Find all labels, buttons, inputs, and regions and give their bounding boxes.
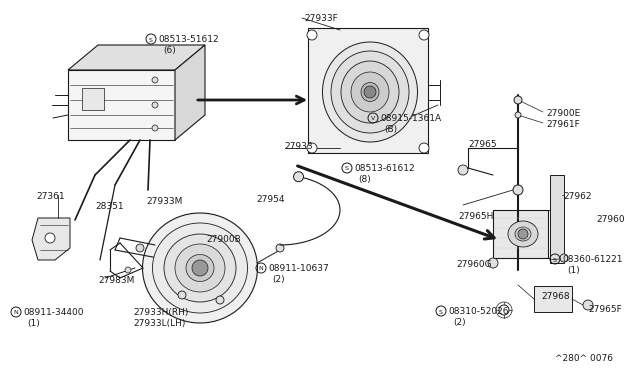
Ellipse shape <box>508 221 538 247</box>
Circle shape <box>125 267 131 273</box>
Text: N: N <box>13 311 19 315</box>
Text: 27960G: 27960G <box>456 260 492 269</box>
Circle shape <box>499 305 509 315</box>
Text: 27933M: 27933M <box>146 197 182 206</box>
Text: 08513-51612: 08513-51612 <box>158 35 219 44</box>
Circle shape <box>515 112 521 118</box>
Circle shape <box>152 77 158 83</box>
Text: (1): (1) <box>567 266 580 275</box>
Circle shape <box>513 185 523 195</box>
Text: S: S <box>553 257 557 263</box>
Text: (B): (B) <box>384 125 397 134</box>
Text: 08513-61612: 08513-61612 <box>354 164 415 173</box>
Text: V: V <box>371 116 375 122</box>
Text: S: S <box>149 38 153 42</box>
Text: 08915-1361A: 08915-1361A <box>380 114 441 123</box>
Bar <box>308 28 428 153</box>
Circle shape <box>276 244 284 252</box>
Ellipse shape <box>351 72 389 112</box>
Ellipse shape <box>515 227 531 241</box>
Text: (6): (6) <box>163 46 176 55</box>
Circle shape <box>152 125 158 131</box>
Ellipse shape <box>341 61 399 123</box>
Ellipse shape <box>323 42 417 142</box>
Text: 27933L(LH): 27933L(LH) <box>133 319 186 328</box>
Circle shape <box>192 260 208 276</box>
Text: 27933H(RH): 27933H(RH) <box>133 308 188 317</box>
Text: S: S <box>345 167 349 171</box>
Ellipse shape <box>152 223 248 313</box>
Circle shape <box>136 244 144 252</box>
Text: 27965H: 27965H <box>458 212 493 221</box>
Text: (8): (8) <box>358 175 371 184</box>
Circle shape <box>419 30 429 40</box>
Ellipse shape <box>361 83 379 102</box>
Text: 27960: 27960 <box>596 215 625 224</box>
Ellipse shape <box>143 213 257 323</box>
Text: S: S <box>439 310 443 314</box>
Text: 08310-52026: 08310-52026 <box>448 307 509 316</box>
Text: N: N <box>259 266 264 272</box>
Text: 27965F: 27965F <box>588 305 621 314</box>
Text: (1): (1) <box>27 319 40 328</box>
Bar <box>493 210 548 258</box>
Circle shape <box>294 172 303 182</box>
Circle shape <box>307 143 317 153</box>
Circle shape <box>216 296 224 304</box>
Polygon shape <box>68 45 205 70</box>
Text: 27933: 27933 <box>284 142 312 151</box>
Circle shape <box>518 229 528 239</box>
Polygon shape <box>175 45 205 140</box>
Circle shape <box>152 102 158 108</box>
Text: 08911-34400: 08911-34400 <box>23 308 83 317</box>
Polygon shape <box>68 70 175 140</box>
Circle shape <box>488 258 498 268</box>
Circle shape <box>307 30 317 40</box>
Circle shape <box>364 86 376 98</box>
Circle shape <box>514 96 522 104</box>
Text: 27900E: 27900E <box>546 109 580 118</box>
Text: 27968: 27968 <box>541 292 570 301</box>
Text: 08360-61221: 08360-61221 <box>562 255 623 264</box>
Ellipse shape <box>164 234 236 302</box>
Ellipse shape <box>331 51 409 133</box>
Polygon shape <box>32 218 70 260</box>
Ellipse shape <box>186 254 214 282</box>
Bar <box>82 88 104 110</box>
Text: (2): (2) <box>453 318 466 327</box>
Text: 27954: 27954 <box>256 195 285 204</box>
Text: 08911-10637: 08911-10637 <box>268 264 329 273</box>
Text: 27361: 27361 <box>36 192 65 201</box>
Circle shape <box>583 300 593 310</box>
Text: 28351: 28351 <box>95 202 124 211</box>
Text: 27933F: 27933F <box>304 14 338 23</box>
Text: 27962: 27962 <box>563 192 591 201</box>
Text: 27961F: 27961F <box>546 120 580 129</box>
Circle shape <box>458 165 468 175</box>
Bar <box>534 286 572 312</box>
Text: 27983M: 27983M <box>98 276 134 285</box>
Circle shape <box>178 291 186 299</box>
Circle shape <box>560 254 568 262</box>
Text: 27965: 27965 <box>468 140 497 149</box>
Text: (2): (2) <box>272 275 285 284</box>
Circle shape <box>419 143 429 153</box>
Ellipse shape <box>175 244 225 292</box>
Circle shape <box>45 233 55 243</box>
Text: 27900B: 27900B <box>206 235 241 244</box>
Text: ^280^ 0076: ^280^ 0076 <box>555 354 613 363</box>
Bar <box>550 175 564 263</box>
